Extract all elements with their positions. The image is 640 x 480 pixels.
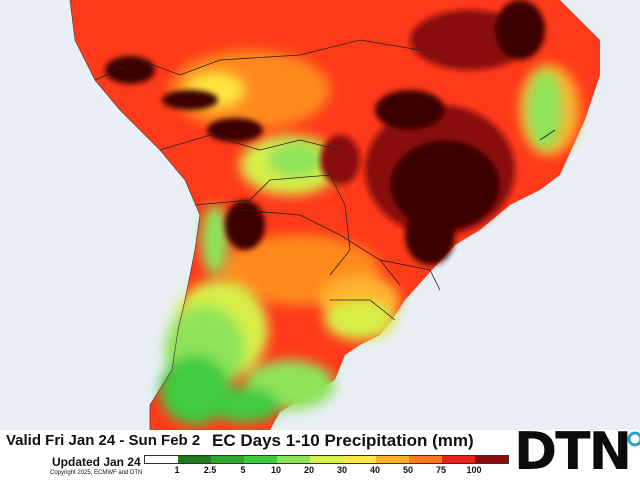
logo-circle-icon bbox=[627, 431, 640, 447]
legend-footer: Valid Fri Jan 24 - Sun Feb 2 EC Days 1-1… bbox=[0, 426, 640, 480]
dtn-logo: DTN bbox=[514, 422, 640, 480]
color-swatch bbox=[343, 456, 376, 463]
coastline bbox=[69, 0, 201, 430]
color-scale-tick: 50 bbox=[402, 465, 414, 475]
color-scale bbox=[144, 455, 509, 464]
color-scale-tick: 75 bbox=[435, 465, 447, 475]
color-swatch bbox=[376, 456, 409, 463]
color-scale-tick: 5 bbox=[240, 465, 246, 475]
color-swatch bbox=[475, 456, 508, 463]
color-scale-tick: 10 bbox=[270, 465, 282, 475]
color-scale-ticks: 1 2.5 5 10 20 30 40 50 75 100 bbox=[144, 465, 511, 477]
color-swatch bbox=[178, 456, 211, 463]
color-swatch bbox=[145, 456, 178, 463]
green-zones bbox=[160, 70, 563, 425]
color-swatch bbox=[442, 456, 475, 463]
logo-text: DTN bbox=[514, 422, 632, 480]
color-scale-tick: 20 bbox=[303, 465, 315, 475]
valid-period: Valid Fri Jan 24 - Sun Feb 2 bbox=[6, 432, 201, 449]
color-scale-tick: 40 bbox=[369, 465, 381, 475]
copyright: Copyright 2025, ECMWF and DTN bbox=[50, 470, 143, 476]
chart-title: EC Days 1-10 Precipitation (mm) bbox=[212, 431, 474, 450]
country-borders bbox=[94, 39, 556, 321]
precipitation-map bbox=[0, 0, 640, 430]
color-swatch bbox=[244, 456, 277, 463]
color-swatch bbox=[409, 456, 442, 463]
color-scale-tick: 30 bbox=[336, 465, 348, 475]
color-scale-tick: 1 bbox=[174, 465, 180, 475]
color-scale-tick: 100 bbox=[466, 465, 482, 475]
color-swatch bbox=[211, 456, 244, 463]
color-swatch bbox=[310, 456, 343, 463]
updated-date: Updated Jan 24 bbox=[52, 455, 141, 469]
color-swatch bbox=[277, 456, 310, 463]
color-scale-tick: 2.5 bbox=[203, 465, 217, 475]
